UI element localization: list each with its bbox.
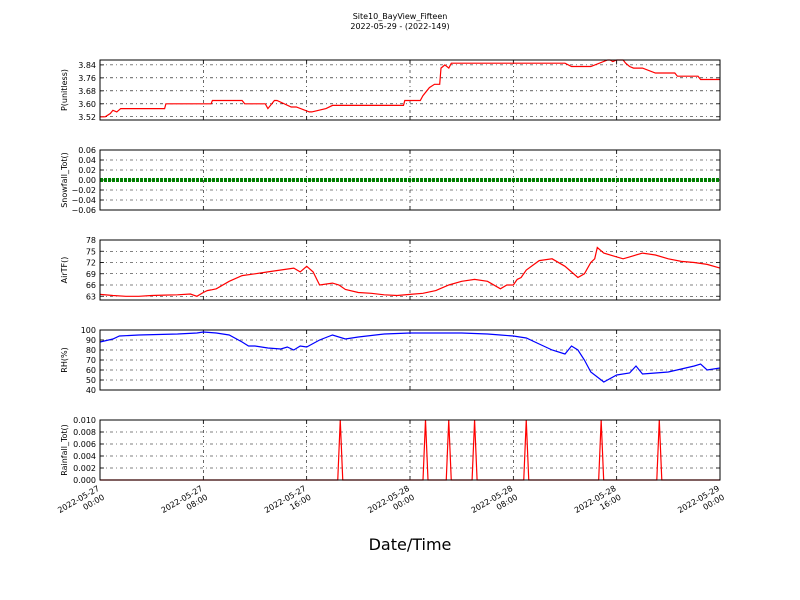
plot-frame xyxy=(99,239,721,301)
y-tick-label: 100 xyxy=(81,326,96,335)
y-tick-label: 70 xyxy=(86,356,96,365)
y-tick-label: 3.68 xyxy=(78,87,96,96)
x-tick-label: 2022-05-2808:00 xyxy=(470,484,520,524)
y-tick-label: 78 xyxy=(86,236,96,245)
chart-title: Site10_BayView_Fifteen xyxy=(353,12,448,21)
chart-panels: 3.523.603.683.763.84P(unitless)−0.06−0.0… xyxy=(56,59,726,524)
plot-frame xyxy=(99,149,721,211)
y-axis-label: P(unitless) xyxy=(60,69,69,111)
y-tick-label: 0.04 xyxy=(78,156,96,165)
y-tick-label: 63 xyxy=(86,292,96,301)
plot-frame xyxy=(99,329,721,391)
chart-subtitle: 2022-05-29 - (2022-149) xyxy=(350,22,449,31)
y-tick-label: 90 xyxy=(86,336,96,345)
panel-2: −0.06−0.04−0.020.000.020.040.06 Snowfall_… xyxy=(60,146,721,215)
y-axis-label: Snowfall_Tot() xyxy=(60,152,69,208)
x-tick-label: 2022-05-2716:00 xyxy=(263,484,313,524)
y-tick-label: 0.008 xyxy=(73,428,96,437)
y-tick-label: 3.60 xyxy=(78,100,96,109)
y-tick-label: 0.02 xyxy=(78,166,96,175)
y-tick-label: 0.006 xyxy=(73,440,96,449)
y-tick-label: −0.04 xyxy=(71,196,96,205)
y-tick-label: −0.02 xyxy=(71,186,96,195)
y-tick-label: 3.84 xyxy=(78,61,96,70)
panel-3: 63 66 69 72 75 78 AirTF() xyxy=(60,236,721,301)
series-line xyxy=(100,59,720,118)
y-tick-label: 0.06 xyxy=(78,146,96,155)
y-tick-label: 66 xyxy=(86,281,96,290)
x-tick-label: 2022-05-2700:00 xyxy=(56,484,106,524)
y-tick-label: 0.000 xyxy=(73,476,96,485)
y-tick-label: 75 xyxy=(86,247,96,256)
y-tick-label: 0.004 xyxy=(73,452,96,461)
plot-frame xyxy=(99,59,721,121)
y-tick-label: 72 xyxy=(86,259,96,268)
y-tick-label: 50 xyxy=(86,376,96,385)
y-tick-label: −0.06 xyxy=(71,206,96,215)
y-tick-label: 3.76 xyxy=(78,74,96,83)
y-tick-label: 60 xyxy=(86,366,96,375)
y-axis-label: Rainfall_Tot() xyxy=(60,424,69,476)
y-tick-label: 0.010 xyxy=(73,416,96,425)
series-line xyxy=(99,246,721,297)
y-tick-label: 3.52 xyxy=(78,113,96,122)
y-tick-label: 40 xyxy=(86,386,96,395)
x-axis-label: Date/Time xyxy=(369,535,452,554)
panel-5: 0.000 0.002 0.004 0.006 0.008 0.010 Rainfall_T… xyxy=(60,416,721,485)
y-axis-label: AirTF() xyxy=(60,257,69,284)
x-tick-label: 2022-05-2900:00 xyxy=(676,484,726,524)
y-axis-label: RH(%) xyxy=(60,347,69,372)
x-tick-label: 2022-05-2800:00 xyxy=(366,484,416,524)
series-line xyxy=(99,331,721,383)
y-tick-label: 69 xyxy=(86,270,96,279)
x-tick-label: 2022-05-2816:00 xyxy=(573,484,623,524)
y-tick-label: 80 xyxy=(86,346,96,355)
panel-1: 3.52 3.60 3.68 3.76 3.84 P(unitless) xyxy=(60,59,721,122)
plot-frame xyxy=(99,419,721,481)
x-tick-label: 2022-05-2708:00 xyxy=(160,484,210,524)
y-tick-label: 0.002 xyxy=(73,464,96,473)
y-tick-label: 0.00 xyxy=(78,176,96,185)
